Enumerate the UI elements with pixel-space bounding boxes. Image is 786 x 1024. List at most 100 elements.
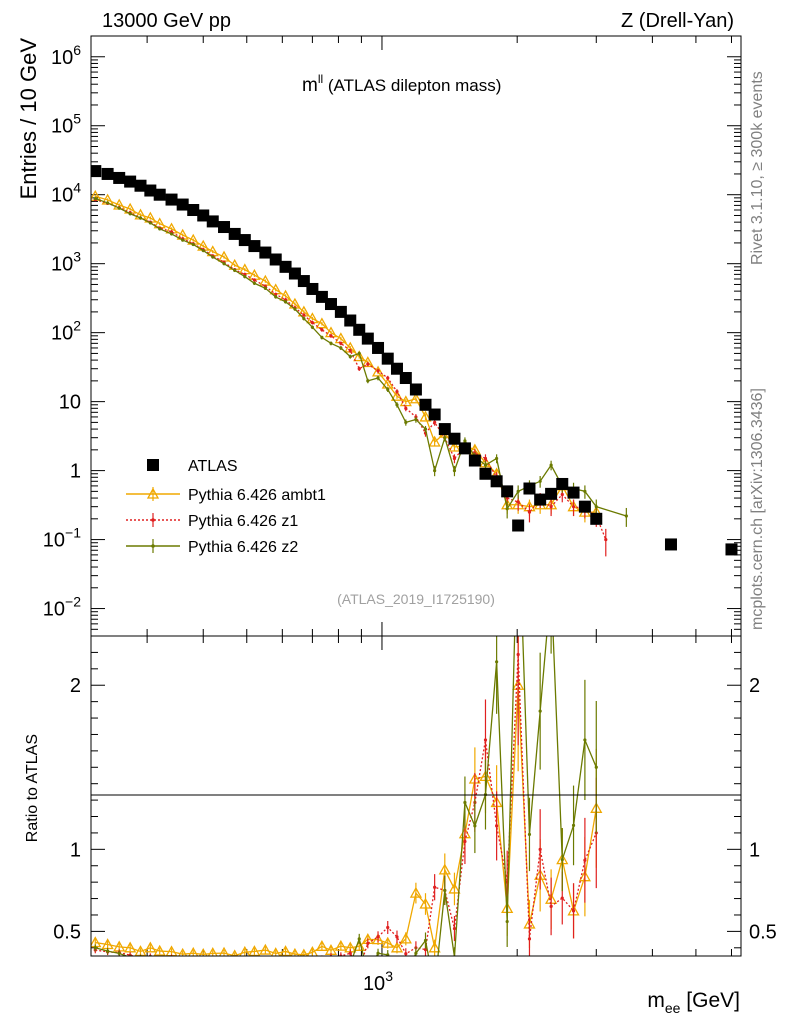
x-axis-label-rest: [GeV] [680, 989, 740, 1012]
ratio-tick-label-right: 1 [749, 839, 760, 861]
atlas-data-point [197, 209, 210, 222]
y-tick-label: 104 [51, 180, 81, 207]
y-tick-label-exp: 3 [73, 249, 81, 265]
atlas-data-point [101, 167, 114, 180]
ratio-point-marker [243, 963, 246, 966]
ratio-point-marker [264, 959, 267, 962]
atlas-data-point [228, 227, 241, 240]
y-tick-label-exp: 2 [73, 318, 81, 334]
ratio-point-marker [243, 960, 246, 963]
atlas-data-point [479, 467, 492, 480]
ratio-point-marker [329, 968, 332, 971]
atlas-data-point [315, 290, 328, 303]
mc-point-marker [201, 248, 205, 253]
ratio-point-marker [433, 885, 437, 889]
atlas-data-point [269, 253, 282, 266]
atlas-data-point [523, 482, 536, 495]
x-axis-label: mee [GeV] [647, 989, 740, 1016]
header-process-label: 13000 GeV pp [102, 10, 231, 32]
atlas-data-point [438, 423, 451, 436]
y-tick-label-base: 10 [59, 392, 81, 414]
y-tick-label: 1 [70, 461, 81, 483]
atlas-data-point [725, 543, 738, 556]
y-tick-label-exp: 4 [73, 180, 81, 196]
mc-point-marker [538, 479, 542, 483]
mc-series-line [95, 195, 597, 513]
atlas-data-point [324, 298, 337, 311]
mc-point-marker [366, 362, 370, 366]
mc-point-marker [252, 278, 257, 282]
mc-point-marker [433, 420, 437, 424]
header-observable-label: Z (Drell-Yan) [621, 10, 734, 32]
ratio-point-marker [516, 652, 520, 657]
atlas-data-point [390, 362, 403, 375]
atlas-data-point [578, 500, 591, 513]
mc-point-marker [483, 456, 488, 461]
ratio-point-marker [302, 965, 305, 968]
ratio-point-marker [495, 824, 499, 828]
y-tick-label-base: 10 [51, 254, 73, 276]
atlas-data-point [468, 454, 481, 467]
ratio-point-marker [483, 738, 488, 742]
ratio-series [91, 636, 603, 978]
ratio-point-marker [409, 886, 423, 898]
y-tick-label-base: 10 [51, 185, 73, 207]
mc-point-marker [516, 500, 520, 504]
atlas-data-point [512, 519, 525, 532]
ratio-point-marker [253, 964, 256, 967]
y-tick-label-base: 10 [51, 47, 73, 69]
y-tick-label-base: 10 [43, 599, 65, 621]
mc-point-marker [433, 469, 437, 473]
mc-point-marker [243, 272, 247, 276]
mcplots-reference-label: mcplots.cern.ch [arXiv:1306.3436] [749, 388, 766, 630]
mc-point-marker [560, 492, 564, 497]
atlas-data-point [134, 179, 147, 192]
mc-point-marker [353, 350, 366, 362]
legend-label: Pythia 6.426 ambt1 [188, 487, 326, 504]
mc-point-marker [516, 489, 520, 493]
mc-point-marker [386, 387, 390, 392]
y-tick-label: 105 [51, 111, 81, 138]
ratio-point-marker [423, 948, 428, 952]
mc-point-marker [283, 300, 288, 304]
ratio-series-line [95, 654, 597, 956]
atlas-data-point [279, 260, 292, 273]
atlas-data-point [306, 282, 319, 295]
mc-point-marker [252, 281, 257, 285]
y-tick-label: 10−2 [43, 594, 81, 621]
mc-point-marker [339, 346, 343, 350]
mc-point-marker [148, 221, 152, 225]
ratio-point-marker [428, 941, 441, 953]
ratio-series-line [95, 685, 597, 956]
plot-title: mll (ATLAS dilepton mass) [302, 72, 501, 96]
y-tick-label-exp: −1 [65, 525, 81, 541]
mc-point-marker [583, 489, 587, 493]
mc-point-marker [329, 334, 333, 338]
ratio-point-marker [334, 939, 347, 951]
atlas-data-point [556, 477, 569, 490]
mc-point-marker [428, 435, 441, 447]
mc-point-marker [399, 395, 412, 407]
y-tick-label: 103 [51, 249, 81, 276]
atlas-data-point [534, 493, 547, 506]
mc-point-marker [395, 403, 399, 407]
ratio-point-marker [279, 945, 292, 956]
mc-point-marker [222, 262, 226, 266]
mc-point-marker [357, 351, 361, 356]
ratio-plot-frame [90, 635, 742, 957]
ratio-point-marker [181, 962, 184, 965]
y-tick-label-base: 10 [51, 323, 73, 345]
ratio-point-marker [404, 975, 407, 978]
mc-point-marker [158, 227, 162, 231]
atlas-data-point [144, 184, 157, 197]
y-tick-label-exp: 6 [73, 42, 81, 58]
ratio-tick-label-left: 2 [70, 675, 81, 697]
mc-point-marker [302, 316, 306, 321]
mc-point-marker [527, 510, 532, 514]
ratio-series-line [95, 636, 597, 956]
mc-point-marker [348, 348, 352, 353]
legend-atlas-marker [147, 459, 159, 471]
plot-title-sup: ll [318, 72, 323, 86]
mc-point-marker [274, 292, 278, 296]
x-tick-label: 103 [363, 968, 393, 995]
